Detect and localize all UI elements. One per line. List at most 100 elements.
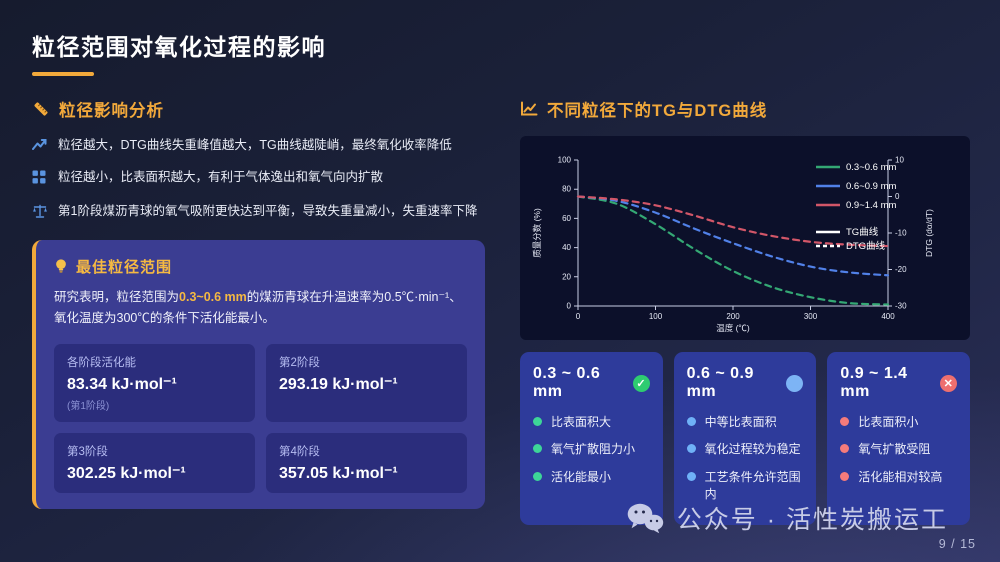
dot-badge-icon [786, 374, 804, 392]
svg-text:0.9~1.4 mm: 0.9~1.4 mm [846, 200, 897, 211]
blue-dot-icon [686, 471, 696, 481]
stat-box: 第4阶段 357.05 kJ·mol⁻¹ [266, 432, 467, 493]
svg-text:400: 400 [881, 312, 895, 321]
stat-label: 第4阶段 [279, 445, 320, 458]
page-number: 9 / 15 [938, 537, 976, 551]
chart-section-title: 不同粒径下的TG与DTG曲线 [547, 102, 768, 120]
svg-text:TG曲线: TG曲线 [846, 226, 879, 238]
stat-note: (第1阶段) [67, 400, 110, 412]
svg-text:20: 20 [562, 272, 571, 281]
best-range-header: 最佳粒径范围 [54, 256, 467, 277]
svg-text:60: 60 [562, 214, 571, 223]
svg-text:-30: -30 [895, 302, 907, 311]
size-range-label: 0.6 ~ 0.9 mm [686, 365, 754, 400]
stat-value: 83.34 kJ·mol⁻¹ [67, 375, 177, 393]
size-range-label: 0.9 ~ 1.4 mm [840, 365, 908, 400]
chart-section: 不同粒径下的TG与DTG曲线 0 20 40 60 80 100 10 0 -10 -20 -30 0… [520, 97, 971, 525]
svg-text:200: 200 [726, 312, 740, 321]
analysis-bullet: 粒径越大，DTG曲线失重峰值越大，TG曲线越陡峭，最终氧化收率降低 [32, 136, 485, 157]
best-range-box: 最佳粒径范围 研究表明，粒径范围为0.3~0.6 mm的煤沥青球在升温速率为0.… [32, 240, 485, 509]
chart-panel: 0 20 40 60 80 100 10 0 -10 -20 -30 0 100 200 300 400 温度 … [520, 136, 970, 340]
red-dot-icon [840, 417, 850, 426]
svg-text:40: 40 [562, 243, 571, 252]
bullet-text: 第1阶段煤沥青球的氧气吸附更快达到平衡，导致失重量减小，失重速率下降 [58, 203, 478, 218]
blue-dot-icon [686, 444, 696, 454]
green-dot-icon [533, 471, 542, 481]
svg-text:80: 80 [562, 185, 571, 194]
svg-text:0: 0 [895, 192, 900, 201]
bullet-text: 粒径越小，比表面积越大，有利于气体逸出和氧气向内扩散 [58, 170, 384, 185]
cross-badge-icon: ✕ [940, 374, 958, 392]
card-point: 比表面积小 [840, 414, 957, 431]
analysis-section: 粒径影响分析 粒径越大，DTG曲线失重峰值越大，TG曲线越陡峭，最终氧化收率降低… [32, 97, 485, 509]
card-point: 氧气扩散受阻 [840, 441, 957, 458]
check-badge-icon: ✓ [632, 374, 650, 392]
stat-box: 第2阶段 293.19 kJ·mol⁻¹ [266, 343, 467, 422]
para-before: 研究表明，粒径范围为 [54, 290, 180, 305]
analysis-section-title: 粒径影响分析 [59, 102, 164, 120]
analysis-bullets: 粒径越大，DTG曲线失重峰值越大，TG曲线越陡峭，最终氧化收率降低 粒径越小，比… [32, 136, 485, 225]
slide-header: 粒径范围对氧化过程的影响 [32, 28, 326, 76]
trend-up-icon [32, 136, 48, 157]
svg-text:质量分数 (%): 质量分数 (%) [532, 208, 542, 258]
card-point: 中等比表面积 [686, 414, 804, 431]
card-point: 活化能相对较高 [840, 469, 957, 486]
svg-text:-20: -20 [895, 265, 907, 274]
title-underline [32, 72, 94, 76]
stat-value: 357.05 kJ·mol⁻¹ [279, 464, 398, 482]
red-dot-icon [840, 471, 850, 481]
stat-value: 302.25 kJ·mol⁻¹ [67, 464, 186, 482]
activation-energy-grid: 各阶段活化能 83.34 kJ·mol⁻¹ (第1阶段) 第2阶段 293.19… [54, 343, 467, 493]
svg-text:0.6~0.9 mm: 0.6~0.9 mm [846, 181, 897, 192]
best-range-title: 最佳粒径范围 [76, 259, 173, 277]
balance-icon [32, 202, 48, 225]
card-point: 氧气扩散阻力小 [533, 441, 650, 458]
best-range-paragraph: 研究表明，粒径范围为0.3~0.6 mm的煤沥青球在升温速率为0.5℃·min⁻… [54, 287, 467, 330]
card-point: 工艺条件允许范围内 [686, 469, 804, 504]
stat-label: 第3阶段 [67, 445, 108, 458]
account-name: 公众号 · 活性炭搬运工 [676, 506, 948, 534]
size-card-small: 0.3 ~ 0.6 mm ✓ 比表面积大 氧气扩散阻力小 活化能最小 [520, 352, 663, 525]
svg-text:DTG曲线: DTG曲线 [846, 240, 886, 252]
lightbulb-icon [56, 259, 66, 273]
card-point: 比表面积大 [533, 414, 650, 431]
blue-dot-icon [686, 417, 696, 426]
svg-text:0: 0 [576, 312, 581, 321]
size-card-large: 0.9 ~ 1.4 mm ✕ 比表面积小 氧气扩散受阻 活化能相对较高 [827, 352, 971, 525]
para-highlight: 0.3~0.6 mm [179, 290, 247, 305]
green-dot-icon [533, 417, 542, 426]
line-chart-icon [521, 101, 538, 116]
ruler-icon [34, 102, 48, 116]
svg-text:10: 10 [895, 156, 904, 165]
stat-label: 各阶段活化能 [67, 356, 136, 369]
size-range-label: 0.3 ~ 0.6 mm [533, 365, 601, 400]
grid-icon [32, 168, 48, 190]
bullet-text: 粒径越大，DTG曲线失重峰值越大，TG曲线越陡峭，最终氧化收率降低 [58, 138, 452, 152]
size-cards: 0.3 ~ 0.6 mm ✓ 比表面积大 氧气扩散阻力小 活化能最小 0.6 ~… [520, 352, 971, 525]
svg-text:0: 0 [567, 302, 572, 311]
svg-text:300: 300 [804, 312, 818, 321]
para-after: 的煤沥青球在升温速率为0.5℃·min⁻¹、氧化温度为300℃的条件下活化能最小… [54, 290, 462, 326]
chart-section-header: 不同粒径下的TG与DTG曲线 [520, 97, 970, 121]
analysis-bullet: 粒径越小，比表面积越大，有利于气体逸出和氧气向内扩散 [32, 168, 485, 190]
stat-box: 各阶段活化能 83.34 kJ·mol⁻¹ (第1阶段) [54, 343, 255, 422]
green-dot-icon [533, 444, 542, 454]
svg-text:100: 100 [558, 156, 572, 165]
size-card-medium: 0.6 ~ 0.9 mm 中等比表面积 氧化过程较为稳定 工艺条件允许范围内 [673, 352, 817, 525]
svg-text:DTG (dα/dT): DTG (dα/dT) [924, 209, 934, 257]
wechat-icon [627, 503, 663, 533]
analysis-bullet: 第1阶段煤沥青球的氧气吸附更快达到平衡，导致失重量减小，失重速率下降 [32, 202, 485, 225]
stat-label: 第2阶段 [279, 356, 320, 369]
card-point: 活化能最小 [533, 469, 650, 486]
stat-value: 293.19 kJ·mol⁻¹ [279, 375, 398, 393]
analysis-section-header: 粒径影响分析 [32, 97, 485, 121]
svg-text:100: 100 [649, 312, 663, 321]
wechat-account: 公众号 · 活性炭搬运工 [627, 500, 948, 536]
svg-text:0.3~0.6 mm: 0.3~0.6 mm [846, 162, 897, 173]
page-title: 粒径范围对氧化过程的影响 [32, 34, 326, 60]
red-dot-icon [840, 444, 850, 454]
svg-text:-10: -10 [895, 229, 907, 238]
stat-box: 第3阶段 302.25 kJ·mol⁻¹ [54, 432, 255, 493]
